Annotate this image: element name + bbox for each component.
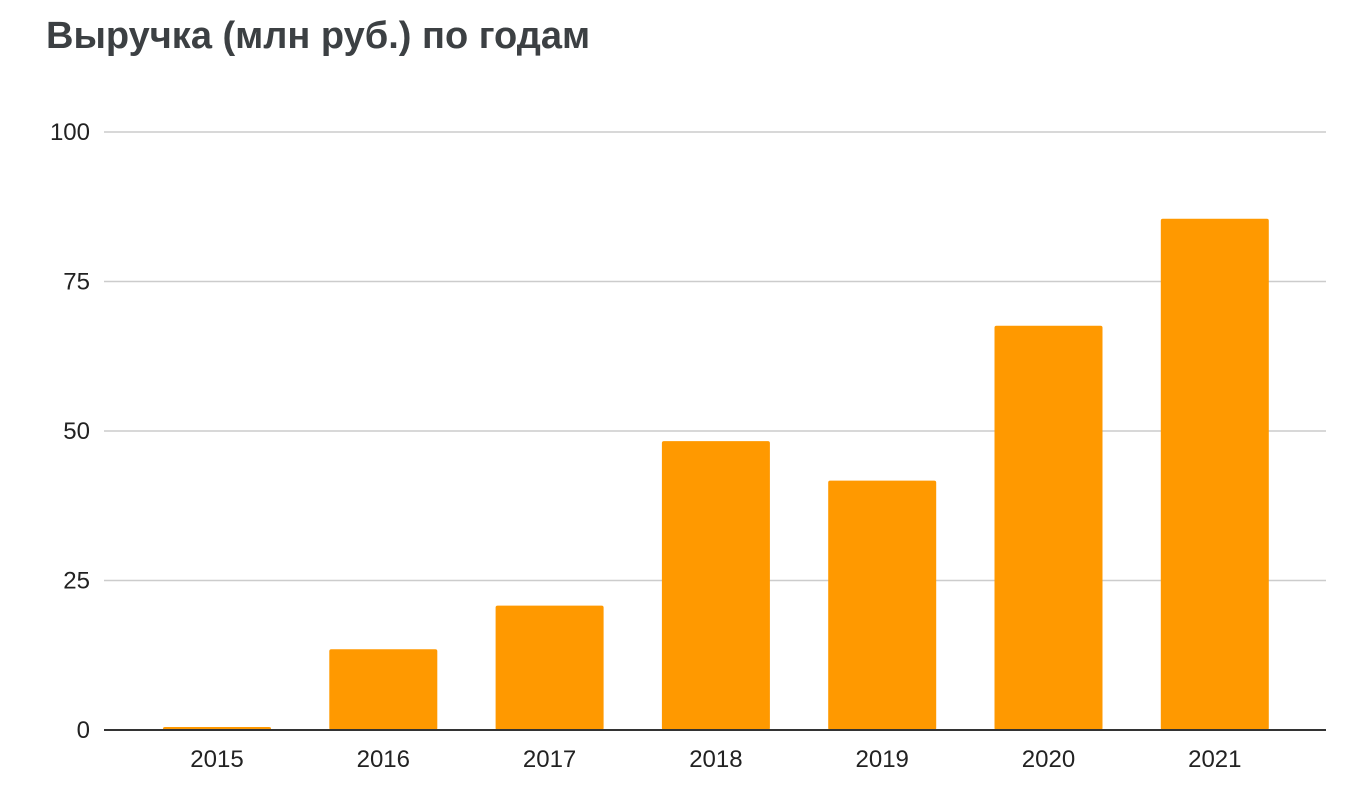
x-axis-tick-labels: 2015 2016 2017 2018 2019 2020 2021 (190, 746, 1241, 773)
bars (163, 218, 1269, 730)
y-tick-label-50: 50 (63, 418, 90, 445)
x-tick-label-2019: 2019 (856, 746, 909, 773)
x-tick-label-2020: 2020 (1022, 746, 1075, 773)
y-tick-label-100: 100 (50, 119, 90, 146)
x-tick-label-2018: 2018 (689, 746, 742, 773)
x-tick-label-2017: 2017 (523, 746, 576, 773)
bar-2020[interactable] (994, 325, 1103, 730)
y-tick-label-75: 75 (63, 269, 90, 296)
y-tick-label-25: 25 (63, 568, 90, 595)
bar-2016[interactable] (329, 649, 438, 730)
bar-2017[interactable] (495, 605, 604, 730)
x-tick-label-2015: 2015 (190, 746, 243, 773)
x-tick-label-2021: 2021 (1188, 746, 1241, 773)
chart-title: Выручка (млн руб.) по годам (46, 15, 591, 57)
bar-2018[interactable] (661, 441, 770, 730)
bar-2021[interactable] (1160, 218, 1269, 730)
y-tick-label-0: 0 (77, 717, 90, 744)
y-axis-tick-labels: 0 25 50 75 100 (50, 119, 90, 744)
bar-2019[interactable] (828, 480, 937, 730)
x-tick-label-2016: 2016 (357, 746, 410, 773)
gridlines (104, 131, 1326, 582)
